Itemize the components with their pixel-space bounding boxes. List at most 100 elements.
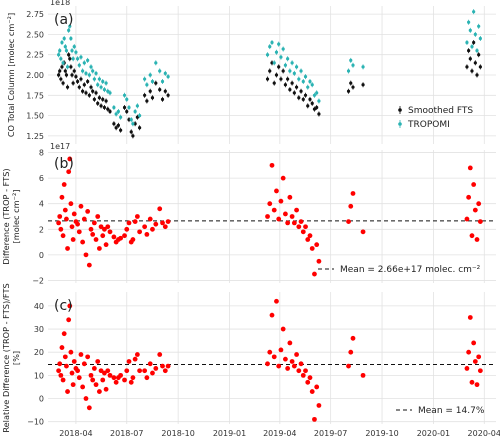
data-point-fts xyxy=(67,53,71,57)
data-point-fts xyxy=(475,73,479,77)
data-point xyxy=(296,368,302,374)
data-point-fts xyxy=(272,81,276,85)
y-axis-label: Difference (TROP - FTS) xyxy=(1,168,11,264)
data-point xyxy=(162,224,168,230)
data-point xyxy=(296,224,302,230)
data-point-tropomi xyxy=(277,42,281,46)
data-point xyxy=(471,340,477,346)
data-point-fts xyxy=(301,97,305,101)
data-point xyxy=(477,219,483,225)
data-point-fts xyxy=(299,89,303,93)
data-point xyxy=(70,237,76,242)
data-point-tropomi xyxy=(270,40,274,45)
data-point-fts xyxy=(361,83,365,87)
data-point xyxy=(307,375,313,381)
data-point-fts xyxy=(86,79,90,84)
data-point-tropomi xyxy=(160,79,165,84)
legend-entry: TROPOMI xyxy=(407,120,450,130)
data-point xyxy=(269,162,275,168)
data-point xyxy=(472,359,478,364)
data-point-tropomi xyxy=(292,71,296,75)
data-point xyxy=(291,220,297,226)
data-point xyxy=(58,226,64,232)
data-point xyxy=(67,303,73,309)
data-point-tropomi xyxy=(81,69,85,73)
y-tick-label: 2.25 xyxy=(26,51,44,60)
data-point xyxy=(70,382,76,388)
data-point-fts xyxy=(467,49,471,53)
data-point xyxy=(103,242,109,248)
data-point-fts xyxy=(129,130,133,134)
data-point xyxy=(96,246,102,251)
data-point-fts xyxy=(79,77,83,81)
data-point xyxy=(464,216,470,222)
data-point-fts xyxy=(290,81,294,85)
data-point-tropomi xyxy=(70,49,74,53)
data-point-fts xyxy=(465,65,469,69)
data-point-tropomi xyxy=(87,73,91,77)
data-point xyxy=(289,359,295,364)
data-point-tropomi xyxy=(112,105,116,110)
data-point xyxy=(160,363,165,369)
data-point-tropomi xyxy=(104,81,108,85)
plot-area xyxy=(48,150,496,283)
data-point-fts xyxy=(283,83,288,87)
data-point-tropomi xyxy=(286,57,290,61)
data-point-tropomi xyxy=(306,85,310,89)
data-point-tropomi xyxy=(472,10,476,14)
data-point xyxy=(107,372,113,378)
data-point-fts xyxy=(470,69,474,73)
data-point-tropomi xyxy=(119,115,123,119)
data-point-fts xyxy=(468,57,472,61)
panel-label: (b) xyxy=(54,156,74,172)
data-point xyxy=(312,271,317,277)
data-point-fts xyxy=(277,65,281,69)
x-tick-label: 2020-01 xyxy=(417,429,450,438)
data-point-tropomi xyxy=(163,71,167,75)
data-point-tropomi xyxy=(349,58,353,62)
data-point xyxy=(276,216,282,222)
data-point xyxy=(102,226,107,232)
data-point-fts xyxy=(268,69,272,73)
y-axis-label: [molec cm⁻²] xyxy=(11,190,21,244)
data-point-fts xyxy=(101,97,105,101)
data-point-tropomi xyxy=(138,113,142,118)
data-point-tropomi xyxy=(97,77,101,81)
data-point-fts xyxy=(292,91,296,95)
y-axis-label: CO Total Column [molec cm⁻²] xyxy=(6,13,16,137)
data-point-fts xyxy=(84,91,88,95)
data-point xyxy=(65,246,70,251)
legend-entry: Smoothed FTS xyxy=(408,106,473,116)
x-tick-label: 2019-04 xyxy=(263,429,296,438)
data-point-fts xyxy=(154,81,158,85)
data-point xyxy=(474,382,480,388)
data-point-fts xyxy=(58,69,62,73)
data-point-tropomi xyxy=(71,57,75,61)
data-point-fts xyxy=(349,81,353,85)
data-point xyxy=(283,356,288,362)
data-point-fts xyxy=(104,99,108,103)
data-point-tropomi xyxy=(89,65,93,69)
data-point xyxy=(287,340,293,346)
data-point-fts xyxy=(312,107,317,111)
data-point-tropomi xyxy=(69,36,73,41)
data-point xyxy=(107,229,113,235)
data-point xyxy=(86,262,92,268)
x-tick-label: 2018-04 xyxy=(59,429,92,438)
data-point xyxy=(61,331,67,337)
data-point-tropomi xyxy=(106,89,110,93)
data-point xyxy=(60,233,66,239)
data-point-fts xyxy=(473,61,477,65)
data-point-fts xyxy=(150,96,155,100)
data-point xyxy=(471,182,477,187)
data-point xyxy=(472,207,478,213)
data-point xyxy=(285,220,291,226)
data-point-fts xyxy=(303,93,308,97)
data-point-tropomi xyxy=(86,58,90,62)
data-point xyxy=(118,235,124,241)
data-point xyxy=(69,370,75,376)
data-point xyxy=(300,229,306,235)
data-point-tropomi xyxy=(158,69,162,73)
data-point xyxy=(113,379,119,385)
data-point xyxy=(307,233,313,239)
